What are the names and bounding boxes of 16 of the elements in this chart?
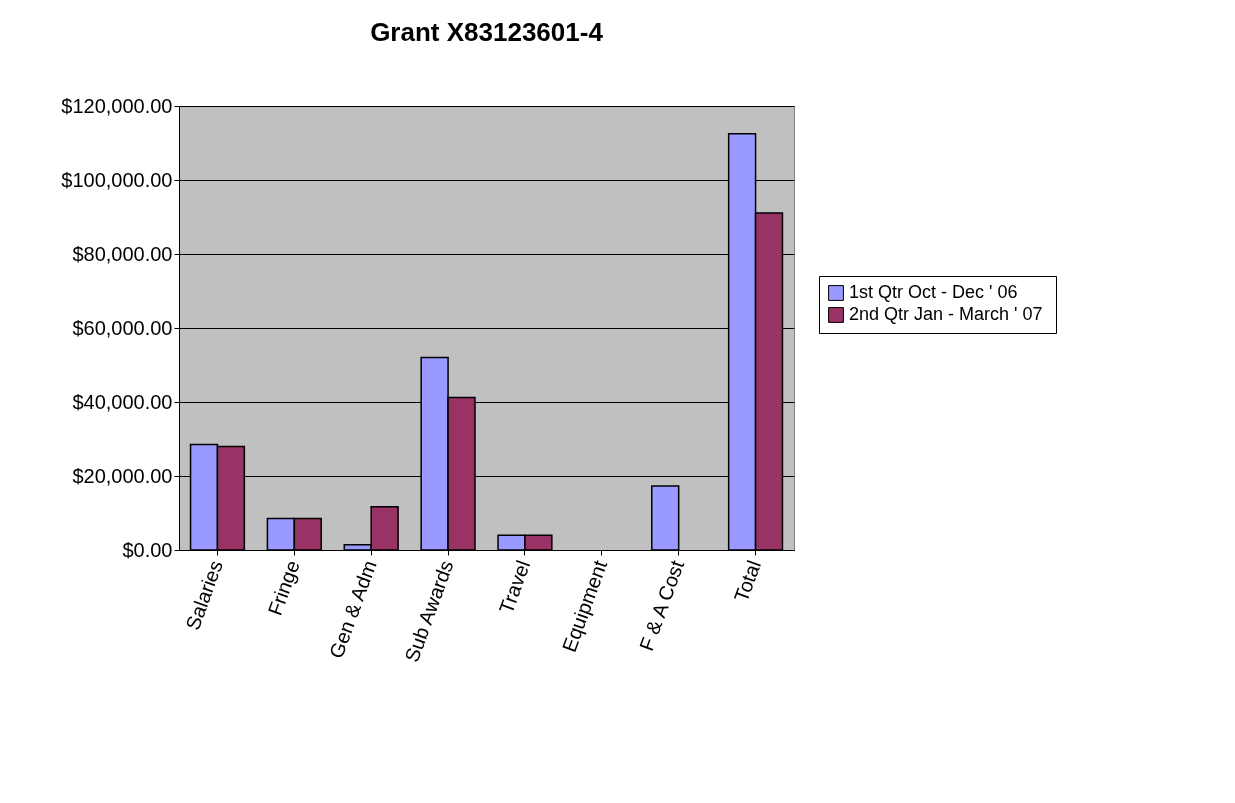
- chart-title: Grant X83123601-4: [370, 17, 604, 47]
- y-tick-label: $60,000.00: [72, 316, 173, 339]
- x-tick-label: Gen & Adm: [324, 557, 381, 662]
- x-tick-label: F & A Cost: [635, 556, 689, 654]
- x-tick-label: Total: [729, 557, 765, 605]
- y-tick-label: $100,000.00: [61, 168, 173, 191]
- x-tick-label: Fringe: [263, 557, 304, 619]
- y-tick-label: $120,000.00: [61, 94, 173, 117]
- legend-label: 2nd Qtr Jan - March ' 07: [849, 304, 1043, 324]
- y-tick-label: $40,000.00: [72, 390, 173, 413]
- x-tick-label: Travel: [494, 557, 535, 617]
- legend-label: 1st Qtr Oct - Dec ' 06: [849, 282, 1018, 302]
- y-tick-label: $80,000.00: [72, 242, 173, 265]
- y-tick-label: $0.00: [122, 538, 173, 561]
- y-tick-label: $20,000.00: [72, 464, 173, 487]
- x-tick-label: Sub Awards: [400, 557, 458, 665]
